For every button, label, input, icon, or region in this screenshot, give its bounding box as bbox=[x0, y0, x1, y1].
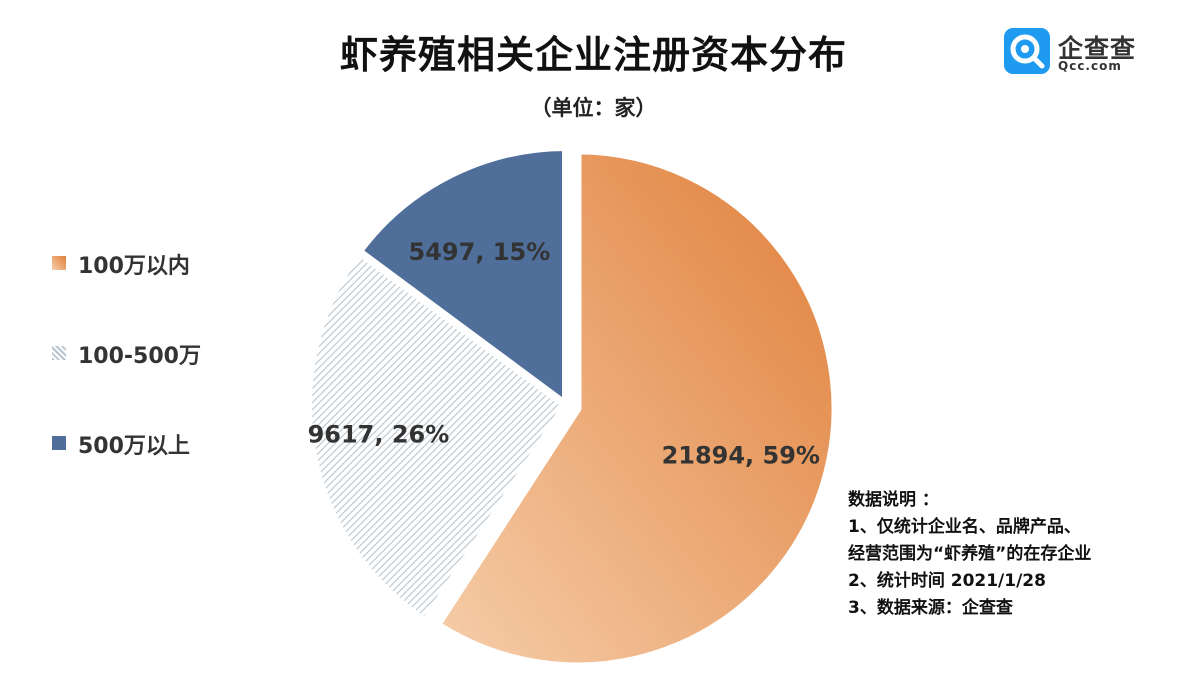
legend-label: 100-500万 bbox=[78, 344, 201, 369]
legend-label: 100万以内 bbox=[78, 254, 190, 279]
logo-domain: Qcc.com bbox=[1058, 59, 1122, 73]
chart-title: 虾养殖相关企业注册资本分布 bbox=[339, 33, 847, 77]
data-label-500-: 5497, 15% bbox=[409, 238, 551, 266]
qcc-logo: 企查查 Qcc.com bbox=[1004, 28, 1154, 76]
data-notes: 数据说明 ： 1、仅统计企业名、品牌产品、 经营范围为“虾养殖”的在存企业 2、… bbox=[848, 487, 1091, 622]
notes-heading: 数据说明 ： bbox=[848, 490, 939, 510]
data-label-100-500-: 9617, 26% bbox=[308, 420, 450, 448]
legend-swatch-orange bbox=[52, 256, 66, 270]
note-line: 3、数据来源：企查查 bbox=[848, 598, 1013, 618]
legend-label: 500万以上 bbox=[78, 434, 190, 459]
note-line: 2、统计时间 2021/1/28 bbox=[848, 571, 1046, 591]
qcc-magnifier-icon bbox=[1004, 28, 1050, 74]
pie-slice-500- bbox=[354, 143, 570, 409]
logo-name: 企查查 bbox=[1058, 34, 1137, 63]
pie-slice-100-500- bbox=[304, 247, 570, 626]
chart-subtitle: （单位：家） bbox=[530, 96, 657, 120]
note-line: 1、仅统计企业名、品牌产品、 bbox=[848, 517, 1081, 537]
note-line: 经营范围为“虾养殖”的在存企业 bbox=[848, 544, 1092, 564]
pie-slice-100- bbox=[433, 146, 840, 671]
data-label-100-: 21894, 59% bbox=[662, 442, 820, 470]
legend-swatch-stripes bbox=[52, 346, 66, 360]
legend-swatch-blue bbox=[52, 436, 66, 450]
